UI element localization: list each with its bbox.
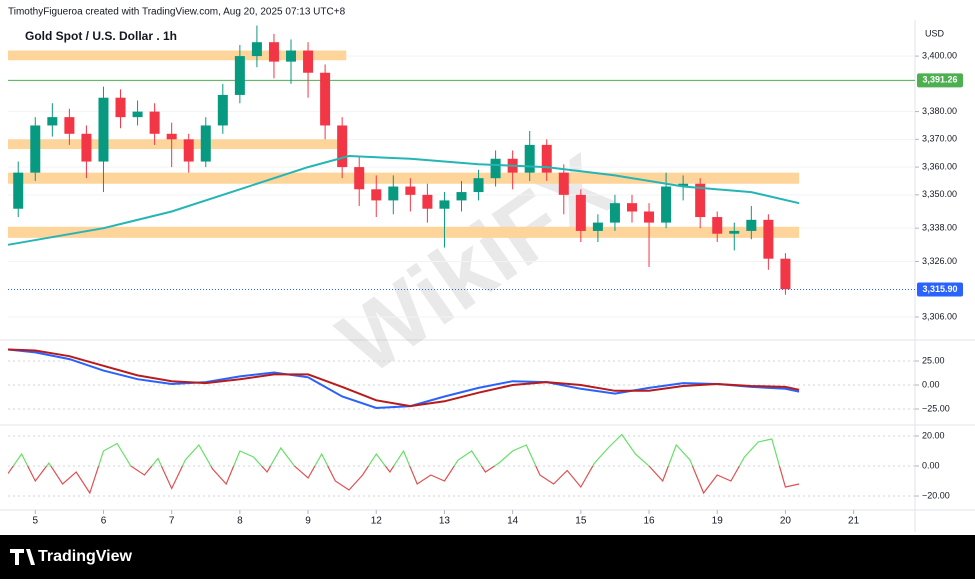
zone [8,139,347,150]
y-tick-label: 20.00 [922,430,945,440]
oscillator-line-up [12,433,781,466]
brand-logo [10,549,35,565]
y-tick-label: 3,400.00 [922,50,957,60]
candle-body [30,125,41,173]
candle-body [695,183,706,218]
candle-body [320,72,331,126]
candle-body [712,217,723,234]
candle-body [337,125,348,168]
candle-body [490,158,501,179]
candle-body [13,172,24,209]
candle-body [575,194,586,231]
y-tick-label: −25.00 [922,403,950,413]
candle-body [268,42,279,62]
indicator-line [7,348,800,408]
zone [8,226,800,238]
candle-body [541,144,552,173]
y-tick-label: 3,350.00 [922,189,957,199]
candle-body [609,203,620,223]
candle-body [251,42,262,57]
candle-body [678,183,689,187]
y-axis-label: USD [925,28,945,38]
x-tick-label: 14 [507,516,519,527]
brand: TradingView [38,548,133,565]
x-tick-label: 13 [439,516,451,527]
candle-body [81,133,92,162]
candle-body [473,178,484,193]
y-tick-label: 3,338.00 [922,223,957,233]
x-tick-label: 7 [169,516,175,527]
x-tick-label: 12 [371,516,383,527]
y-tick-label: 3,306.00 [922,311,957,321]
y-tick-label: 3,326.00 [922,256,957,266]
x-tick-label: 8 [237,516,243,527]
y-tick-label: 3,360.00 [922,161,957,171]
price-label-box [917,282,963,297]
candle-body [115,97,126,118]
x-tick-label: 15 [575,516,587,527]
zone [8,172,800,184]
y-tick-label: 0.00 [922,379,940,389]
y-tick-label: 3,370.00 [922,134,957,144]
candle-body [746,219,757,231]
candle-body [661,186,672,223]
x-tick-label: 19 [712,516,724,527]
price-label: 3,315.90 [922,284,957,294]
x-tick-label: 9 [305,516,311,527]
candle-body [132,111,143,118]
candle-body [644,211,655,223]
candle-body [286,50,297,62]
x-tick-label: 5 [32,516,38,527]
candle-body [149,111,160,134]
zone [8,50,347,61]
y-tick-label: −20.00 [922,490,950,500]
candle-body [166,133,177,140]
x-tick-label: 16 [643,516,655,527]
moving-average [7,154,800,246]
candle-body [729,230,740,234]
candle-body [558,172,569,195]
header: TimothyFigueroa created with TradingView… [8,7,346,18]
candle-body [64,117,75,134]
x-tick-label: 21 [848,516,860,527]
candle-body [626,203,637,212]
candle-body [200,125,211,162]
candle-body [780,258,791,290]
candle-body [183,139,194,162]
chart-title: Gold Spot / U.S. Dollar . 1h [25,29,177,43]
candle-body [47,117,58,126]
y-tick-label: 0.00 [922,460,940,470]
candle-body [217,94,228,126]
candle-body [354,167,365,190]
price-label-box [917,73,963,88]
candle-body [234,56,245,95]
footer-bar [0,535,975,579]
y-tick-label: 3,380.00 [922,106,957,116]
price-label: 3,391.26 [922,75,957,85]
candle-body [524,144,535,173]
candle-body [422,194,433,209]
candle-body [388,186,399,201]
y-tick-label: 25.00 [922,355,945,365]
candle-body [303,50,314,73]
candle-body [98,97,109,162]
oscillator-line-down [8,465,800,495]
candle-body [371,189,382,201]
candle-body [456,192,467,201]
x-tick-label: 6 [101,516,107,527]
candle-body [439,200,450,209]
candle-body [405,186,416,195]
x-tick-label: 20 [780,516,792,527]
candle-body [763,219,774,259]
candle-body [592,222,603,231]
